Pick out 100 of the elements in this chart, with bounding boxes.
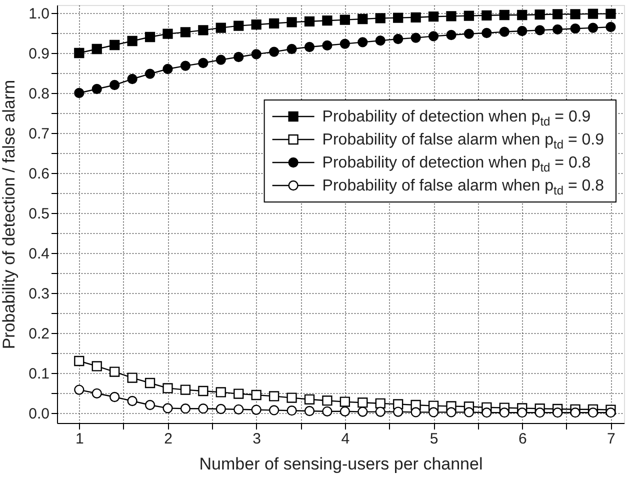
x-tick-label: 6	[518, 430, 527, 448]
point	[144, 32, 156, 42]
y-tick-label: 1.0	[28, 6, 50, 22]
y-axis-title: Probability of detection / false alarm	[0, 80, 19, 350]
point	[74, 384, 84, 395]
point	[464, 28, 474, 39]
point	[74, 88, 84, 98]
x-tick-label: 4	[341, 430, 350, 448]
point	[499, 26, 510, 37]
point	[144, 68, 156, 79]
x-tick-label: 3	[252, 430, 262, 448]
point	[358, 14, 368, 24]
point	[251, 49, 262, 60]
point	[268, 46, 280, 57]
point	[588, 22, 598, 33]
point	[517, 408, 528, 418]
point	[570, 408, 580, 418]
point	[304, 394, 315, 404]
point	[180, 60, 191, 71]
point	[606, 22, 616, 32]
point	[464, 10, 474, 21]
point	[286, 44, 297, 54]
point	[446, 30, 456, 40]
y-tick-label: 0.6	[28, 166, 50, 182]
point	[446, 407, 456, 418]
point	[74, 356, 84, 366]
y-tick-label: 0.5	[28, 206, 50, 222]
point	[393, 34, 404, 44]
point	[517, 26, 528, 36]
point	[517, 10, 528, 20]
point	[393, 406, 404, 417]
point	[588, 408, 598, 418]
point	[464, 407, 474, 418]
point	[110, 40, 120, 50]
point	[340, 38, 350, 49]
point	[74, 48, 84, 58]
point	[358, 398, 368, 408]
x-tick-label: 2	[164, 430, 172, 448]
point	[534, 10, 545, 20]
point	[482, 28, 492, 38]
point	[570, 24, 580, 34]
point	[410, 407, 421, 418]
y-tick-label: 0.2	[28, 326, 50, 342]
point	[268, 391, 280, 402]
x-tick-label: 5	[430, 430, 438, 448]
y-tick-label: 0.7	[28, 126, 50, 142]
point	[606, 408, 616, 418]
point	[127, 396, 138, 406]
point	[268, 405, 280, 416]
x-tick-label: 1	[75, 430, 84, 448]
point	[304, 406, 315, 416]
point	[428, 31, 439, 42]
point	[251, 404, 262, 415]
point	[552, 24, 563, 34]
point	[216, 387, 226, 398]
point	[268, 18, 280, 28]
point	[375, 36, 386, 46]
point	[375, 406, 386, 417]
point	[304, 16, 315, 26]
point	[358, 406, 368, 417]
point	[162, 383, 173, 394]
point	[393, 12, 404, 23]
point	[482, 408, 492, 418]
point	[216, 404, 226, 414]
point	[127, 372, 138, 383]
point	[92, 44, 102, 54]
point	[358, 37, 368, 48]
point	[216, 54, 226, 65]
x-axis-title: Number of sensing-users per channel	[199, 454, 483, 474]
point	[162, 64, 173, 74]
point	[144, 400, 156, 410]
point	[198, 386, 208, 396]
point	[234, 20, 244, 31]
point	[198, 404, 208, 414]
point	[180, 384, 191, 395]
point	[216, 22, 226, 33]
y-tick-label: 0.3	[28, 286, 50, 302]
point	[92, 361, 102, 372]
y-tick-label: 0.1	[28, 366, 50, 382]
point	[552, 408, 563, 418]
point	[127, 74, 138, 84]
point	[552, 9, 563, 20]
point	[322, 396, 332, 406]
point	[304, 42, 315, 52]
point	[482, 10, 492, 20]
point	[180, 404, 191, 414]
y-tick-label: 0.9	[28, 46, 50, 62]
point	[251, 20, 262, 30]
y-tick-label: 0.8	[28, 86, 50, 102]
point	[322, 40, 332, 50]
point	[234, 52, 244, 62]
point	[144, 378, 156, 388]
point	[286, 17, 297, 28]
point	[570, 9, 580, 20]
point	[499, 10, 510, 20]
point	[234, 388, 244, 399]
point	[410, 32, 421, 43]
point	[446, 11, 456, 22]
point	[110, 392, 120, 402]
point	[534, 25, 545, 36]
